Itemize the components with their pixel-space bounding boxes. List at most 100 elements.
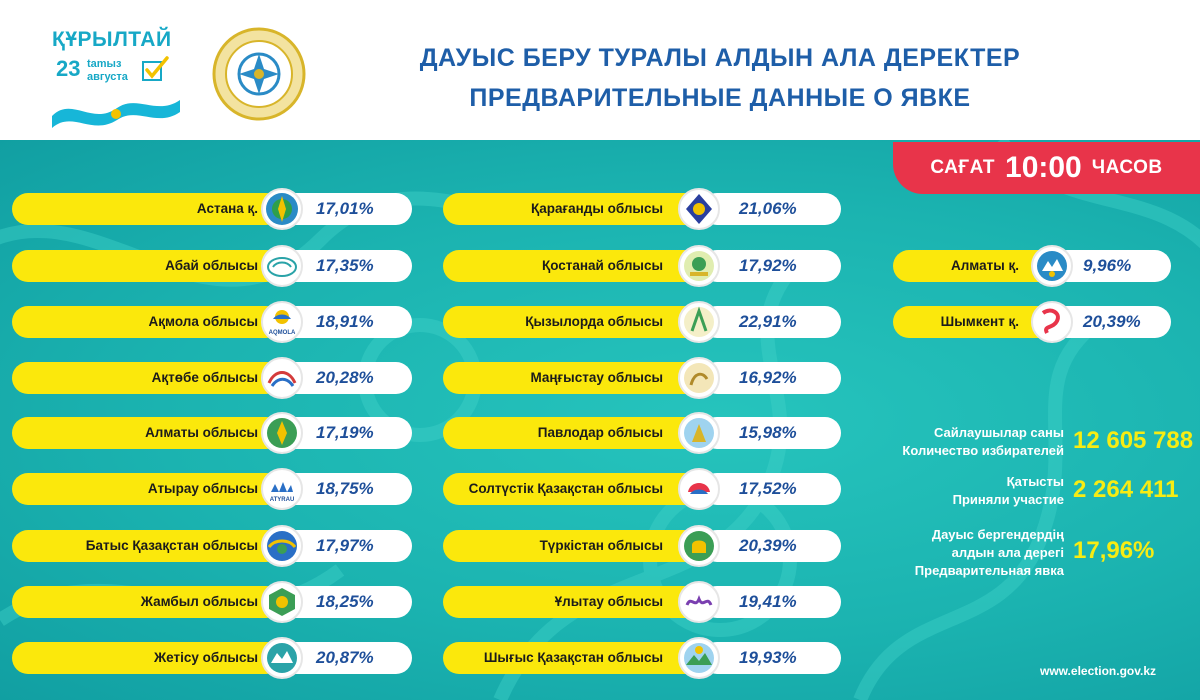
region-value: 20,39% [1083,312,1141,331]
region-value: 18,91% [316,312,374,331]
kyzylorda-region-logo-icon [678,301,720,343]
turnout-label-kz-2: алдын ала дерегі [951,545,1064,560]
region-row: Маңғыстау облысы 16,92% [443,357,841,399]
header: ҚҰРЫЛТАЙ 23 tamыз августа ДАУЫС БЕРУ ТУР… [0,0,1200,140]
shymkent-city-logo-icon [1031,301,1073,343]
region-value: 17,01% [316,199,374,218]
karaganda-region-logo-icon [678,188,720,230]
atyrau-region-logo-icon: ATYRAU [261,468,303,510]
region-value: 19,93% [739,648,797,667]
time-word-ru: ЧАСОВ [1091,157,1163,178]
region-row: Батыс Қазақстан облысы 17,97% [12,525,412,567]
brand-title: ҚҰРЫЛТАЙ [52,28,172,51]
voters-label: Сайлаушылар саны Количество избирателей [850,424,1064,460]
region-name: Атырау облысы [147,481,258,496]
time-badge: САҒАТ 10:00 ЧАСОВ [893,142,1200,194]
turnout-value: 17,96% [1073,537,1155,564]
region-value: 21,06% [739,199,797,218]
participated-value: 2 264 411 [1073,476,1179,503]
region-value: 18,75% [316,479,374,498]
region-row: Қарағанды облысы 21,06% [443,188,841,230]
region-row: Жамбыл облысы 18,25% [12,581,412,623]
region-row: Ұлытау облысы 19,41% [443,581,841,623]
turnout-label: Дауыс бергендердің алдын ала дерегі Пред… [850,526,1064,580]
region-name: Қостанай облысы [541,258,663,273]
time-hour: 10:00 [1005,151,1082,184]
region-row: Ақмола облысы 18,91% AQMOLA [12,301,412,343]
region-name: Алматы қ. [950,258,1019,273]
almaty-region-logo-icon [261,412,303,454]
region-name: Солтүстік Қазақстан облысы [468,481,663,496]
region-value: 15,98% [739,423,797,442]
region-row: Атырау облысы 18,75% ATYRAU [12,468,412,510]
footer-url: www.election.gov.kz [1040,664,1157,678]
abai-region-logo-icon [261,245,303,287]
region-name: Маңғыстау облысы [530,370,663,385]
region-row: Алматы қ. 9,96% [893,245,1171,287]
zhetysu-region-logo-icon [261,637,303,679]
checkbox-check-icon [142,56,169,81]
region-value: 20,28% [316,368,374,387]
region-row: Қостанай облысы 17,92% [443,245,841,287]
region-value: 20,39% [739,536,797,555]
region-row: Павлодар облысы 15,98% [443,412,841,454]
region-value: 17,97% [316,536,374,555]
election-commission-emblem-icon [212,27,306,121]
region-row: Астана қ. 17,01% [12,188,412,230]
voters-value: 12 605 788 [1073,427,1194,454]
almaty-city-emblem-icon [1031,245,1073,287]
title-ru: ПРЕДВАРИТЕЛЬНЫЕ ДАННЫЕ О ЯВКЕ [469,84,971,112]
region-name: Жамбыл облысы [140,594,258,609]
region-name: Ұлытау облысы [554,594,663,609]
voters-label-ru: Количество избирателей [902,443,1064,458]
region-name: Ақмола облысы [148,314,258,329]
zhambyl-region-logo-icon [261,581,303,623]
region-name: Шығыс Қазақстан облысы [483,650,663,665]
region-row: Алматы облысы 17,19% [12,412,412,454]
turnout-label-kz-1: Дауыс бергендердің [931,527,1064,542]
kostanay-region-logo-icon [678,245,720,287]
region-row: Шығыс Қазақстан облысы 19,93% [443,637,841,679]
region-value: 9,96% [1083,256,1132,275]
region-value: 16,92% [739,368,797,387]
akmola-logo-text: AQMOLA [269,330,296,336]
brand-month-kz: tamыз [87,58,122,70]
astana-emblem-icon [261,188,303,230]
region-name: Қызылорда облысы [525,314,663,329]
atyrau-logo-text: ATYRAU [270,497,295,503]
region-name: Түркістан облысы [539,538,663,553]
turkistan-region-logo-icon [678,525,720,567]
region-row: Шымкент қ. 20,39% [893,301,1171,343]
region-value: 17,52% [739,479,797,498]
voters-label-kz: Сайлаушылар саны [933,425,1064,440]
region-value: 17,35% [316,256,374,275]
aktobe-region-logo-icon [261,357,303,399]
mangystau-region-logo-icon [678,357,720,399]
kurultai-brand-logo: ҚҰРЫЛТАЙ 23 tamыз августа [52,28,192,128]
turnout-label-ru: Предварительная явка [914,563,1064,578]
participated-label: Қатысты Приняли участие [850,473,1064,509]
brand-month-ru: августа [87,71,128,83]
page-title: ДАУЫС БЕРУ ТУРАЛЫ АЛДЫН АЛА ДЕРЕКТЕР ПРЕ… [350,38,1090,118]
brand-day: 23 [56,56,81,81]
title-kz: ДАУЫС БЕРУ ТУРАЛЫ АЛДЫН АЛА ДЕРЕКТЕР [419,44,1021,72]
region-name: Ақтөбе облысы [151,370,258,385]
region-row: Жетісу облысы 20,87% [12,637,412,679]
region-name: Астана қ. [196,201,258,216]
region-name: Жетісу облысы [153,650,258,665]
participated-label-kz: Қатысты [1006,474,1064,489]
west-kazakhstan-logo-icon [261,525,303,567]
region-row: Солтүстік Қазақстан облысы 17,52% [443,468,841,510]
region-row: Абай облысы 17,35% [12,245,412,287]
pavlodar-region-logo-icon [678,412,720,454]
region-value: 18,25% [316,592,374,611]
flag-ribbon-icon [52,100,180,128]
akmola-region-logo-icon: AQMOLA [261,301,303,343]
north-kazakhstan-logo-icon [678,468,720,510]
region-name: Алматы облысы [145,425,258,440]
region-row: Қызылорда облысы 22,91% [443,301,841,343]
region-name: Шымкент қ. [940,314,1019,329]
region-name: Павлодар облысы [537,425,663,440]
ulytau-region-logo-icon [678,581,720,623]
region-value: 17,92% [739,256,797,275]
